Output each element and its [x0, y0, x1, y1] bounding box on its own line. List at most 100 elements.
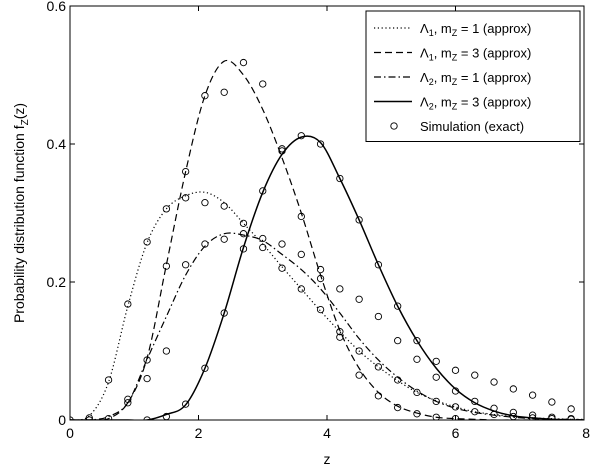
simulation-point-44	[413, 410, 421, 418]
simulation-point-40	[336, 333, 344, 341]
x-tick-label: 4	[323, 425, 331, 441]
simulation-point-19	[432, 397, 440, 406]
y-tick-label: 0	[58, 412, 66, 428]
simulation-point-78	[278, 145, 286, 153]
simulation-point-92	[548, 398, 556, 406]
simulation-point-30	[143, 356, 151, 364]
legend-box	[365, 10, 581, 142]
simulation-point-8	[220, 202, 228, 210]
simulation-point-38	[297, 212, 305, 221]
legend-marker	[390, 122, 398, 130]
simulation-point-11	[278, 264, 286, 272]
axes: 0 2 4 6 8 0 0.2 0.4 0.6 z Probability distribution…	[11, 0, 590, 467]
simulation-point-65	[471, 397, 479, 406]
simulation-point-62	[413, 355, 421, 363]
y-tick-label: 0.2	[47, 274, 67, 290]
simulation-point-70	[567, 414, 575, 420]
simulation-point-36	[259, 80, 267, 88]
simulation-point-20	[451, 403, 460, 411]
simulation-point-81	[336, 174, 344, 183]
simulation-point-16	[374, 363, 383, 371]
simulation-point-66	[490, 404, 498, 412]
simulation-point-42	[374, 392, 383, 400]
simulation-point-90	[509, 385, 517, 393]
simulation-point-69	[548, 413, 556, 420]
series-line-4	[70, 135, 584, 420]
simulation-point-13	[316, 305, 325, 314]
simulation-point-29	[124, 395, 132, 403]
legend-label: Λ1, mZ = 1 (approx)	[420, 21, 531, 38]
simulation-point-60	[374, 312, 383, 321]
y-tick-label: 0.4	[47, 136, 67, 152]
legend-entry-4: Λ2, mZ = 3 (approx)	[374, 95, 531, 112]
legend-label: Λ1, mZ = 3 (approx)	[420, 46, 531, 63]
legend-entry-3: Λ2, mZ = 1 (approx)	[374, 70, 531, 87]
simulation-point-5	[162, 205, 171, 213]
simulation-point-48	[143, 374, 151, 383]
simulation-point-45	[432, 413, 440, 420]
simulation-point-3	[124, 300, 132, 308]
simulation-point-58	[336, 285, 344, 293]
simulation-point-24	[528, 414, 537, 420]
simulation-point-89	[490, 378, 498, 386]
y-axis-label: Probability distribution function fZ(z)	[11, 103, 31, 323]
simulation-point-17	[394, 376, 402, 384]
simulation-point-12	[297, 285, 305, 293]
simulation-point-87	[451, 366, 460, 374]
simulation-point-34	[220, 88, 228, 96]
simulation-point-93	[567, 405, 575, 413]
simulation-point-56	[297, 250, 305, 259]
simulation-point-85	[413, 336, 421, 345]
simulation-point-31	[162, 262, 171, 270]
simulation-point-54	[259, 234, 267, 243]
simulation-point-49	[162, 347, 171, 355]
simulation-point-57	[316, 265, 325, 274]
simulation-point-2	[104, 376, 113, 384]
legend-entry-5: Simulation (exact)	[390, 119, 524, 134]
simulation-point-67	[509, 408, 517, 417]
simulation-point-82	[355, 216, 363, 224]
legend-label: Λ2, mZ = 1 (approx)	[420, 70, 531, 87]
simulation-point-21	[471, 408, 479, 416]
simulation-point-75	[220, 309, 228, 317]
simulation-point-68	[528, 411, 537, 419]
simulation-point-83	[374, 261, 383, 269]
simulation-point-86	[432, 357, 440, 365]
simulation-point-1	[85, 414, 93, 420]
x-tick-label: 6	[452, 425, 460, 441]
simulation-point-9	[239, 219, 248, 228]
simulation-point-10	[259, 243, 267, 252]
simulation-point-73	[181, 400, 190, 408]
legend-label: Λ2, mZ = 3 (approx)	[420, 95, 531, 112]
simulation-point-35	[239, 58, 248, 67]
simulation-point-18	[413, 388, 421, 397]
legend-label: Simulation (exact)	[420, 119, 524, 134]
simulation-point-55	[278, 240, 286, 248]
simulation-point-91	[528, 391, 537, 399]
series-line-3	[70, 232, 584, 420]
series-line-2	[70, 59, 584, 420]
simulation-point-64	[451, 387, 460, 395]
legend-entry-1: Λ1, mZ = 1 (approx)	[374, 21, 531, 38]
simulation-point-77	[259, 187, 267, 195]
simulation-point-15	[355, 347, 363, 355]
simulation-point-6	[181, 194, 190, 202]
simulation-point-33	[201, 92, 209, 100]
x-tick-label: 2	[195, 425, 203, 441]
x-tick-label: 8	[582, 425, 590, 441]
series-line-1	[70, 191, 584, 420]
simulation-point-43	[394, 403, 402, 412]
simulation-point-52	[220, 235, 228, 243]
simulation-point-50	[181, 261, 190, 269]
plot-area	[70, 58, 584, 420]
simulation-point-63	[432, 373, 440, 381]
simulation-point-7	[201, 198, 209, 207]
series-group	[70, 58, 584, 420]
legend-entry-2: Λ1, mZ = 3 (approx)	[374, 46, 531, 63]
simulation-point-53	[239, 230, 248, 238]
simulation-point-39	[316, 274, 325, 283]
legend: Λ1, mZ = 1 (approx) Λ1, mZ = 3 (approx) Λ2…	[365, 10, 581, 142]
simulation-point-4	[143, 238, 151, 246]
simulation-point-74	[201, 364, 209, 372]
